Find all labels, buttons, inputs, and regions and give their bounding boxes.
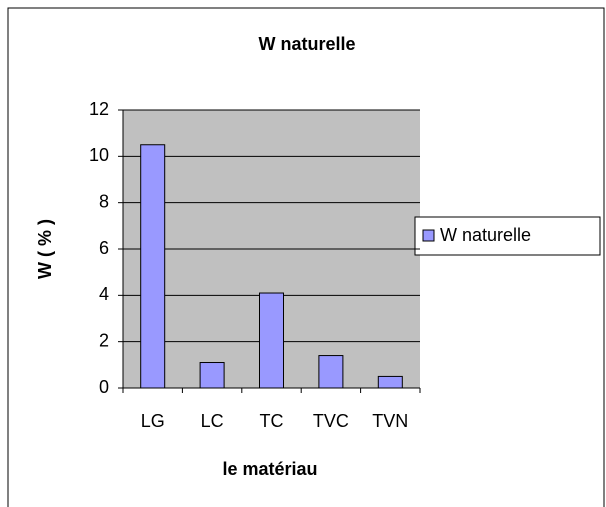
legend-swatch bbox=[422, 229, 435, 242]
x-tick-label: TVN bbox=[372, 411, 408, 431]
x-axis-label: le matériau bbox=[222, 459, 317, 479]
y-tick-label: 10 bbox=[89, 145, 109, 165]
y-tick-label: 8 bbox=[99, 191, 109, 211]
y-tick-label: 0 bbox=[99, 377, 109, 397]
bar bbox=[318, 355, 344, 389]
y-tick-label: 4 bbox=[99, 284, 109, 304]
x-tick-label: LC bbox=[201, 411, 224, 431]
legend bbox=[414, 216, 601, 256]
y-axis-label: W ( % ) bbox=[35, 219, 55, 279]
bar bbox=[377, 375, 403, 389]
chart-title: W naturelle bbox=[258, 34, 355, 54]
y-tick-label: 2 bbox=[99, 330, 109, 350]
y-tick-label: 12 bbox=[89, 99, 109, 119]
legend-label: W naturelle bbox=[440, 225, 531, 245]
bar bbox=[259, 292, 284, 389]
chart-frame bbox=[7, 7, 605, 507]
x-tick-label: LG bbox=[141, 411, 165, 431]
y-tick-label: 6 bbox=[99, 238, 109, 258]
x-tick-label: TVC bbox=[313, 411, 349, 431]
bar bbox=[199, 362, 225, 389]
bar bbox=[140, 144, 166, 389]
x-tick-label: TC bbox=[260, 411, 284, 431]
